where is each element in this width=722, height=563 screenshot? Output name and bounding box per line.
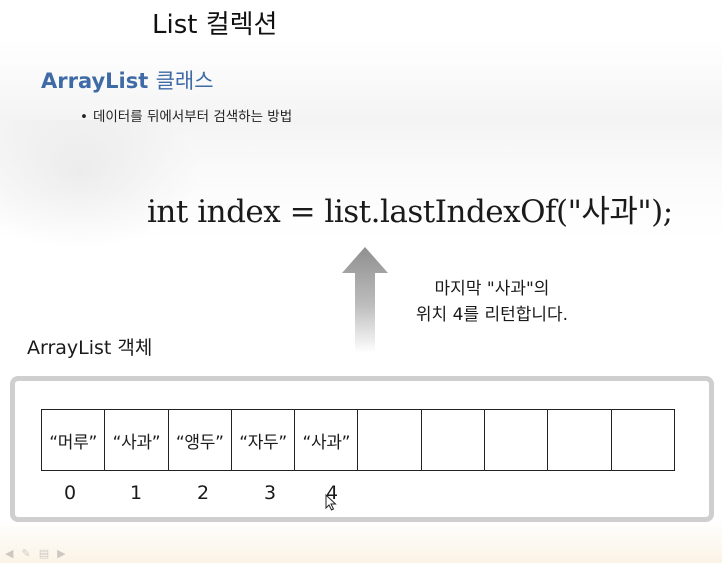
array-cell: “머루”: [42, 410, 106, 470]
array-cells: “머루” “사과” “앵두” “자두” “사과”: [41, 409, 675, 471]
array-index: 3: [263, 482, 277, 504]
array-index: 2: [196, 482, 210, 504]
bullet-dot-icon: •: [80, 109, 88, 125]
prev-icon[interactable]: ◀: [5, 547, 14, 560]
bullet-text: 데이터를 뒤에서부터 검색하는 방법: [92, 109, 293, 125]
array-cell: “자두”: [232, 410, 296, 470]
array-cell: “사과”: [295, 410, 359, 470]
section-heading: ArrayList 클래스: [41, 67, 214, 95]
array-index: 0: [63, 482, 77, 504]
slide-title: List 컬렉션: [152, 10, 278, 40]
array-cell-empty: [612, 410, 675, 470]
bullet-item: • 데이터를 뒤에서부터 검색하는 방법: [80, 108, 292, 126]
next-icon[interactable]: ▶: [57, 547, 66, 560]
up-arrow-icon: [342, 247, 388, 353]
callout-line-1: 마지막 "사과"의: [434, 279, 550, 299]
code-statement: int index = list.lastIndexOf("사과");: [147, 194, 673, 230]
array-panel: [10, 376, 714, 522]
mouse-cursor-icon: [325, 494, 337, 511]
slide-nav-toolbar: ◀ ✎ ▤ ▶: [5, 547, 66, 561]
object-label: ArrayList 객체: [27, 337, 153, 359]
array-cell: “앵두”: [169, 410, 232, 470]
array-index: 1: [129, 482, 143, 504]
pen-icon[interactable]: ✎: [21, 547, 31, 560]
section-heading-ko: 클래스: [155, 69, 214, 93]
array-cell: “사과”: [105, 410, 169, 470]
array-cell-empty: [422, 410, 486, 470]
menu-icon[interactable]: ▤: [38, 547, 50, 560]
array-cell-empty: [358, 410, 422, 470]
callout-note: 마지막 "사과"의 위치 4를 리턴합니다.: [392, 276, 592, 328]
array-cell-empty: [548, 410, 612, 470]
array-cell-empty: [485, 410, 549, 470]
callout-line-2: 위치 4를 리턴합니다.: [415, 305, 569, 325]
section-heading-en: ArrayList: [41, 69, 149, 93]
